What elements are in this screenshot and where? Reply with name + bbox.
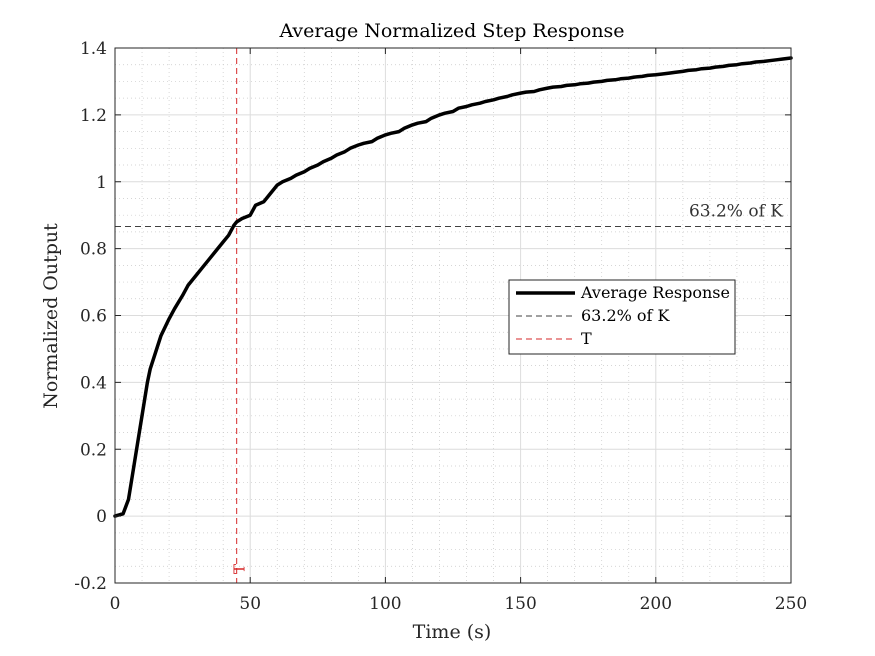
x-tick-label: 50 — [239, 594, 261, 614]
annotations: 63.2% of K T — [231, 202, 784, 574]
tick-marks — [114, 47, 792, 584]
average-response-line — [113, 56, 793, 518]
y-tick-label: 1.4 — [80, 39, 107, 59]
legend-entry-time-constant-label: T — [581, 329, 592, 348]
y-tick-label: 0 — [96, 507, 107, 527]
y-tick-label: 0.2 — [80, 440, 107, 460]
y-tick-label: 1 — [96, 173, 107, 193]
legend-entry-k-632-label: 63.2% of K — [581, 306, 671, 325]
minor-grid — [115, 48, 791, 583]
y-tick-label: 0.6 — [80, 307, 107, 327]
x-tick-label: 100 — [369, 594, 401, 614]
chart-title: Average Normalized Step Response — [278, 20, 624, 42]
x-tick-label: 0 — [110, 594, 121, 614]
y-tick-label: -0.2 — [74, 574, 107, 594]
y-tick-label: 0.4 — [80, 373, 107, 393]
x-tick-label: 200 — [640, 594, 672, 614]
series-layer — [113, 56, 793, 518]
legend: Average Response 63.2% of K T — [508, 279, 736, 355]
k-632-annotation: 63.2% of K — [689, 202, 783, 222]
y-tick-labels: -0.2 0 0.2 0.4 0.6 0.8 1 1.2 1.4 — [74, 39, 107, 594]
y-tick-label: 0.8 — [80, 240, 107, 260]
x-tick-label: 150 — [504, 594, 536, 614]
legend-entry-average-response-label: Average Response — [580, 283, 730, 302]
reference-lines — [115, 48, 791, 583]
x-tick-labels: 0 50 100 150 200 250 — [110, 594, 808, 614]
y-axis-label: Normalized Output — [40, 223, 62, 409]
y-tick-label: 1.2 — [80, 106, 107, 126]
time-constant-annotation: T — [231, 564, 249, 574]
x-axis-label: Time (s) — [413, 621, 492, 643]
x-tick-label: 250 — [775, 594, 807, 614]
